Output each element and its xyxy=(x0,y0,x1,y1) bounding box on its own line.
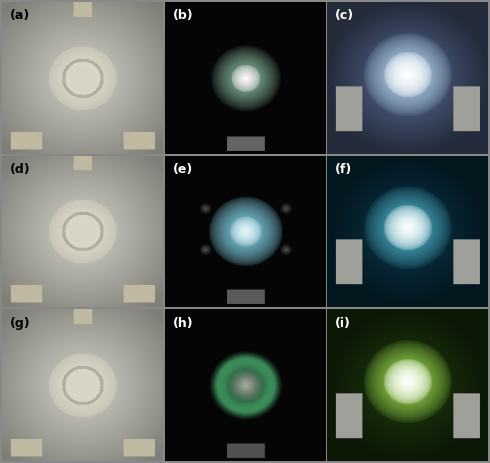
Text: (h): (h) xyxy=(172,317,193,330)
Text: (i): (i) xyxy=(335,317,351,330)
Text: (c): (c) xyxy=(335,9,354,22)
Text: (f): (f) xyxy=(335,163,353,176)
Text: (d): (d) xyxy=(10,163,30,176)
Text: (b): (b) xyxy=(172,9,193,22)
Text: (g): (g) xyxy=(10,317,30,330)
Text: (a): (a) xyxy=(10,9,30,22)
Text: (e): (e) xyxy=(172,163,193,176)
